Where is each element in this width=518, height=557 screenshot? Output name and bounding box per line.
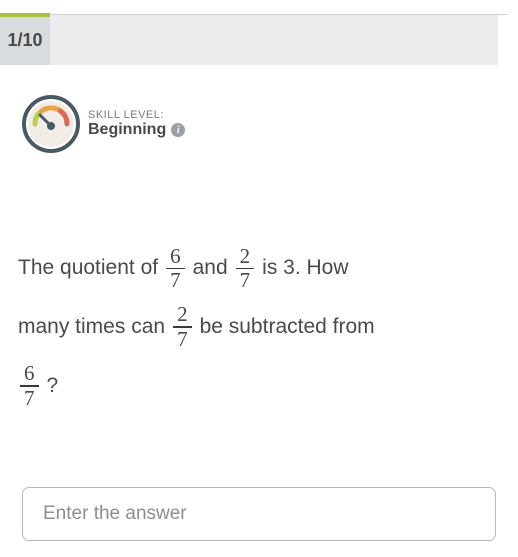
skill-label: SKILL LEVEL: (88, 109, 185, 121)
skill-level-row: SKILL LEVEL: Beginning i (22, 95, 518, 153)
progress-remaining (50, 15, 498, 65)
question-line-3: 6 7 ? (18, 357, 500, 416)
frac2-den: 7 (236, 269, 255, 292)
answer-input[interactable] (22, 487, 496, 541)
frac2-num: 2 (236, 245, 255, 268)
q-part5: be subtracted from (200, 298, 375, 357)
q-part2: and (193, 239, 228, 298)
frac1-num: 6 (166, 245, 185, 268)
frac4-num: 6 (20, 362, 39, 385)
q-part6: ? (47, 357, 59, 416)
frac1-den: 7 (166, 269, 185, 292)
fraction-1: 6 7 (166, 245, 185, 293)
q-part1: The quotient of (18, 239, 158, 298)
frac3-num: 2 (173, 303, 192, 326)
progress-counter: 1/10 (0, 15, 50, 65)
skill-value: Beginning i (88, 121, 185, 139)
top-divider-line (0, 14, 508, 15)
top-divider (0, 0, 518, 15)
answer-area (22, 487, 496, 541)
fraction-2: 2 7 (236, 245, 255, 293)
frac4-den: 7 (20, 387, 39, 410)
fraction-3: 2 7 (173, 303, 192, 351)
skill-text: SKILL LEVEL: Beginning i (88, 109, 185, 139)
question-line-2: many times can 2 7 be subtracted from (18, 298, 500, 357)
q-part3: is 3. How (262, 239, 348, 298)
progress-bar: 1/10 (0, 15, 498, 65)
fraction-4: 6 7 (20, 362, 39, 410)
skill-value-text: Beginning (88, 121, 166, 139)
question-line-1: The quotient of 6 7 and 2 7 is 3. How (18, 239, 500, 298)
top-divider-accent (0, 13, 50, 17)
info-icon[interactable]: i (171, 123, 185, 137)
frac3-den: 7 (173, 328, 192, 351)
question-text: The quotient of 6 7 and 2 7 is 3. How ma… (18, 239, 500, 415)
gauge-icon (22, 95, 80, 153)
q-part4: many times can (18, 298, 165, 357)
